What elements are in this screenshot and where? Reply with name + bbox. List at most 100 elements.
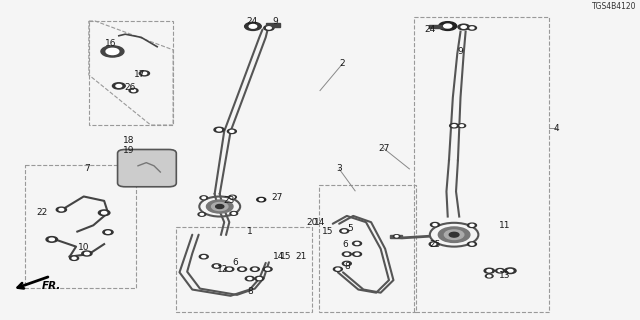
Circle shape <box>340 229 349 233</box>
Text: 5: 5 <box>348 224 353 233</box>
Circle shape <box>82 251 92 256</box>
Circle shape <box>452 125 456 127</box>
Text: 7: 7 <box>84 164 90 173</box>
Circle shape <box>232 212 236 214</box>
Text: 9: 9 <box>458 47 463 56</box>
Circle shape <box>461 26 467 28</box>
Circle shape <box>49 238 54 241</box>
Circle shape <box>214 127 224 132</box>
Text: 20: 20 <box>307 218 318 227</box>
Text: 6: 6 <box>342 240 348 249</box>
FancyBboxPatch shape <box>118 149 176 187</box>
Circle shape <box>253 268 257 270</box>
Text: 4: 4 <box>554 124 559 133</box>
Circle shape <box>212 203 228 211</box>
Circle shape <box>484 268 494 273</box>
Circle shape <box>250 267 259 271</box>
Text: 2: 2 <box>340 60 345 68</box>
Circle shape <box>355 253 359 255</box>
Circle shape <box>249 25 257 28</box>
Bar <box>89 21 173 125</box>
Circle shape <box>450 124 459 128</box>
Circle shape <box>470 243 474 245</box>
Circle shape <box>257 197 266 202</box>
Circle shape <box>508 269 513 272</box>
Text: 27: 27 <box>378 144 390 153</box>
Circle shape <box>72 257 76 259</box>
Text: 8: 8 <box>344 261 349 270</box>
Circle shape <box>108 49 118 54</box>
Circle shape <box>244 22 261 30</box>
Bar <box>176 227 312 312</box>
Text: 21: 21 <box>295 252 307 261</box>
Circle shape <box>470 27 474 29</box>
Bar <box>266 23 280 27</box>
Circle shape <box>106 48 119 55</box>
Text: 17: 17 <box>134 70 146 79</box>
Circle shape <box>142 72 147 75</box>
Circle shape <box>488 275 491 277</box>
Circle shape <box>264 25 274 30</box>
Circle shape <box>255 276 264 281</box>
Text: 15: 15 <box>280 252 292 261</box>
Circle shape <box>355 243 359 244</box>
Circle shape <box>336 268 340 270</box>
Circle shape <box>259 199 263 201</box>
Text: 6: 6 <box>233 259 239 268</box>
Circle shape <box>263 267 272 271</box>
Bar <box>319 185 416 312</box>
Circle shape <box>84 252 89 255</box>
Circle shape <box>433 224 437 226</box>
Text: 9: 9 <box>273 17 278 26</box>
Text: 23: 23 <box>223 196 235 205</box>
Circle shape <box>333 267 342 271</box>
Text: 1: 1 <box>247 227 253 236</box>
Text: 3: 3 <box>336 164 342 173</box>
Circle shape <box>444 230 464 239</box>
Circle shape <box>395 236 398 237</box>
Circle shape <box>267 27 271 29</box>
Circle shape <box>198 212 205 216</box>
Circle shape <box>498 270 502 272</box>
Circle shape <box>485 274 493 278</box>
Circle shape <box>106 231 110 233</box>
Text: 18: 18 <box>123 136 134 145</box>
Circle shape <box>214 265 218 267</box>
Circle shape <box>487 270 492 272</box>
Circle shape <box>438 227 470 243</box>
Text: 22: 22 <box>36 208 48 217</box>
Circle shape <box>200 213 204 215</box>
Circle shape <box>228 195 236 199</box>
Circle shape <box>199 254 208 259</box>
Text: FR.: FR. <box>42 281 61 292</box>
Circle shape <box>458 124 466 128</box>
Circle shape <box>431 222 440 227</box>
Circle shape <box>216 204 224 209</box>
Circle shape <box>230 130 234 132</box>
Circle shape <box>504 268 516 274</box>
Circle shape <box>202 256 206 258</box>
Circle shape <box>202 197 205 199</box>
Circle shape <box>449 232 459 237</box>
Circle shape <box>46 236 58 242</box>
Circle shape <box>439 22 457 30</box>
Text: 25: 25 <box>429 240 440 249</box>
Circle shape <box>470 224 474 226</box>
Circle shape <box>353 252 362 256</box>
Text: 11: 11 <box>499 221 511 230</box>
Bar <box>429 25 445 28</box>
Text: TGS4B4120: TGS4B4120 <box>591 2 636 11</box>
Circle shape <box>345 262 349 265</box>
Circle shape <box>248 277 252 280</box>
Circle shape <box>103 230 113 235</box>
Circle shape <box>102 212 107 214</box>
Circle shape <box>467 223 476 228</box>
Circle shape <box>59 209 63 211</box>
Circle shape <box>467 26 476 30</box>
Circle shape <box>225 267 234 271</box>
Circle shape <box>56 207 67 212</box>
Circle shape <box>342 252 351 256</box>
Text: 10: 10 <box>78 243 90 252</box>
Circle shape <box>342 230 346 232</box>
Circle shape <box>227 268 231 270</box>
